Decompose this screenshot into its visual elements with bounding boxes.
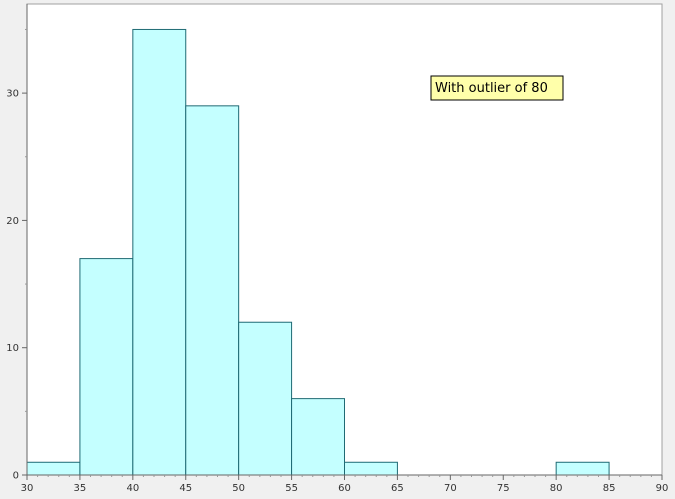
y-tick-label-0: 0 — [13, 471, 19, 482]
x-tick-label-40: 40 — [126, 483, 139, 494]
y-tick-label-30: 30 — [6, 89, 19, 100]
x-tick-label-50: 50 — [232, 483, 245, 494]
annotation-box — [430, 75, 564, 101]
x-tick-label-70: 70 — [444, 483, 457, 494]
y-tick-label-20: 20 — [6, 216, 19, 227]
bar-80-85 — [555, 461, 610, 476]
bar-30-35 — [26, 461, 81, 476]
x-axis: 30 35 40 45 50 55 60 65 70 75 80 85 90 — [21, 474, 669, 494]
x-tick-label-35: 35 — [74, 483, 87, 494]
x-tick-label-45: 45 — [179, 483, 192, 494]
bar-60-65 — [344, 461, 398, 476]
x-tick-label-30: 30 — [21, 483, 34, 494]
annotation: With outlier of 80 — [430, 75, 564, 101]
annotation-text: With outlier of 80 — [435, 81, 548, 96]
x-tick-label-75: 75 — [497, 483, 510, 494]
bars-layer — [26, 28, 610, 476]
bar-45-50 — [185, 105, 240, 476]
bar-40-45 — [132, 28, 187, 476]
x-tick-label-65: 65 — [391, 483, 404, 494]
x-tick-label-85: 85 — [603, 483, 616, 494]
y-axis: 0 10 20 30 — [6, 4, 28, 482]
x-tick-label-80: 80 — [550, 483, 563, 494]
x-tick-label-60: 60 — [338, 483, 351, 494]
bar-35-40 — [79, 258, 134, 476]
x-tick-label-55: 55 — [285, 483, 298, 494]
x-tick-label-90: 90 — [656, 483, 669, 494]
bar-50-55 — [238, 321, 293, 476]
bar-55-60 — [291, 398, 346, 476]
y-tick-label-10: 10 — [6, 343, 19, 354]
